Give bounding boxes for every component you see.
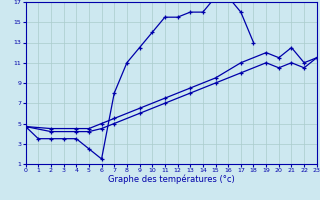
X-axis label: Graphe des températures (°c): Graphe des températures (°c) — [108, 175, 235, 184]
